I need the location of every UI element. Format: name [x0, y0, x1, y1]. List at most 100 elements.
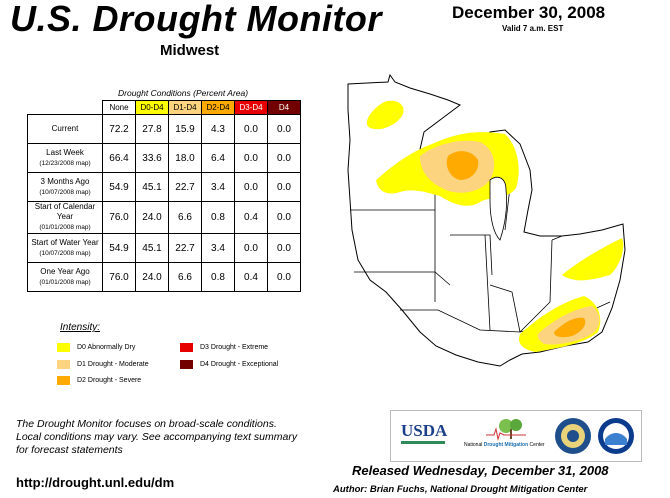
legend-label-d4: D4 Drought - Exceptional — [200, 361, 279, 368]
row-title: Last Week — [46, 147, 84, 157]
map-title: U.S. Drought Monitor — [10, 0, 382, 39]
table-cell: 72.2 — [102, 114, 136, 144]
table-cell: 4.3 — [201, 114, 235, 144]
legend-swatch-d3 — [180, 343, 193, 352]
table-row: Start of Water Year (10/07/2008 map) 54.9… — [27, 233, 301, 263]
author-credit: Author: Brian Fuchs, National Drought Mi… — [333, 484, 588, 495]
ndmc-logo-prefix: National — [464, 442, 484, 448]
table-cell: 0.0 — [267, 201, 301, 234]
legend-label-d3: D3 Drought - Extreme — [200, 344, 269, 351]
table-cell: 0.4 — [234, 262, 268, 292]
legend-label-d2: D2 Drought - Severe — [77, 377, 142, 384]
legend-label-d0: D0 Abnormally Dry — [77, 344, 136, 351]
note-line: Local conditions may vary. See accompany… — [16, 431, 298, 443]
usda-logo-underline — [401, 441, 445, 444]
legend-swatch-d2 — [57, 376, 70, 385]
row-label: Start of Calendar Year (01/01/2008 map) — [27, 201, 103, 234]
row-title: Start of Calendar Year — [34, 202, 96, 221]
legend-swatch-d4 — [180, 360, 193, 369]
col-header-d0-d4: D0-D4 — [135, 100, 169, 115]
table-cell: 6.4 — [201, 143, 235, 173]
table-cell: 0.0 — [267, 262, 301, 292]
ndmc-logo-brand: Drought Mitigation — [483, 442, 529, 448]
table-cell: 24.0 — [135, 262, 169, 292]
state-line — [551, 235, 563, 241]
d2-areas — [446, 151, 586, 338]
state-line — [519, 239, 553, 333]
ndmc-tree-icon — [486, 419, 526, 441]
legend-label-d1: D1 Drought - Moderate — [77, 361, 149, 368]
table-cell: 0.4 — [234, 201, 268, 234]
table-cell: 3.4 — [201, 233, 235, 263]
lake-michigan — [489, 176, 507, 241]
table-corner — [28, 101, 103, 115]
website-link[interactable]: http://drought.unl.edu/dm — [16, 475, 175, 490]
row-subtitle: (01/01/2008 map) — [39, 278, 91, 286]
table-cell: 0.0 — [234, 172, 268, 202]
table-row: 3 Months Ago (10/07/2008 map) 54.9 45.1 2… — [27, 172, 301, 202]
legend-title: Intensity: — [60, 322, 101, 333]
map-date: December 30, 2008 — [452, 3, 606, 22]
d2-area — [554, 317, 586, 338]
note-line: The Drought Monitor focuses on broad-sca… — [16, 418, 277, 430]
ndmc-logo: National Drought Mitigation Center — [464, 442, 545, 448]
row-title: 3 Months Ago — [40, 176, 90, 186]
row-title: One Year Ago — [40, 266, 90, 276]
row-label: Current — [27, 114, 103, 144]
valid-time: Valid 7 a.m. EST — [502, 24, 564, 33]
table-row: Last Week (12/23/2008 map) 66.4 33.6 18.0… — [27, 143, 301, 173]
table-cell: 6.6 — [168, 201, 202, 234]
table-cell: 22.7 — [168, 172, 202, 202]
d0-area — [366, 100, 404, 130]
table-cell: 76.0 — [102, 201, 136, 234]
midwest-drought-map — [347, 73, 626, 367]
table-cell: 45.1 — [135, 233, 169, 263]
table-cell: 0.8 — [201, 262, 235, 292]
drought-conditions-table: None D0-D4 D1-D4 D2-D4 D3-D4 D4 Current … — [27, 100, 301, 292]
table-cell: 54.9 — [102, 172, 136, 202]
row-label: 3 Months Ago (10/07/2008 map) — [27, 172, 103, 202]
table-cell: 3.4 — [201, 172, 235, 202]
legend-swatch-d0 — [57, 343, 70, 352]
table-cell: 18.0 — [168, 143, 202, 173]
col-header-d4: D4 — [267, 100, 301, 115]
table-cell: 15.9 — [168, 114, 202, 144]
table-cell: 24.0 — [135, 201, 169, 234]
row-label: Last Week (12/23/2008 map) — [27, 143, 103, 173]
table-cell: 76.0 — [102, 262, 136, 292]
table-cell: 66.4 — [102, 143, 136, 173]
state-line — [450, 234, 493, 276]
table-cell: 45.1 — [135, 172, 169, 202]
midwest-region-outline — [347, 73, 626, 367]
table-row: Start of Calendar Year (01/01/2008 map) 7… — [27, 201, 301, 234]
usda-logo: USDA — [401, 421, 448, 440]
table-cell: 0.0 — [234, 233, 268, 263]
region-label: Midwest — [160, 42, 220, 59]
note-line: for forecast statements — [16, 444, 123, 456]
row-subtitle: (12/23/2008 map) — [39, 159, 91, 167]
table-cell: 0.0 — [234, 143, 268, 173]
table-cell: 0.0 — [267, 172, 301, 202]
table-cell: 33.6 — [135, 143, 169, 173]
release-date: Released Wednesday, December 31, 2008 — [352, 463, 609, 478]
commerce-seal-icon — [555, 418, 591, 454]
table-cell: 6.6 — [168, 262, 202, 292]
table-cell: 27.8 — [135, 114, 169, 144]
ndmc-logo-suffix: Center — [528, 442, 545, 448]
row-label: One Year Ago (01/01/2008 map) — [27, 262, 103, 292]
row-title: Current — [51, 124, 79, 133]
table-cell: 0.8 — [201, 201, 235, 234]
col-header-d3-d4: D3-D4 — [234, 100, 268, 115]
table-row: Current 72.2 27.8 15.9 4.3 0.0 0.0 — [27, 114, 301, 144]
table-cell: 54.9 — [102, 233, 136, 263]
row-subtitle: (01/01/2008 map) — [39, 224, 91, 231]
row-title: Start of Water Year — [31, 237, 99, 247]
state-line — [489, 284, 521, 333]
table-cell: 22.7 — [168, 233, 202, 263]
d2-area — [446, 151, 479, 180]
table-cell: 0.0 — [267, 233, 301, 263]
noaa-logo-icon — [598, 418, 634, 454]
row-subtitle: (10/07/2008 map) — [39, 188, 91, 196]
row-subtitle: (10/07/2008 map) — [39, 249, 91, 257]
d0-area — [562, 238, 624, 281]
